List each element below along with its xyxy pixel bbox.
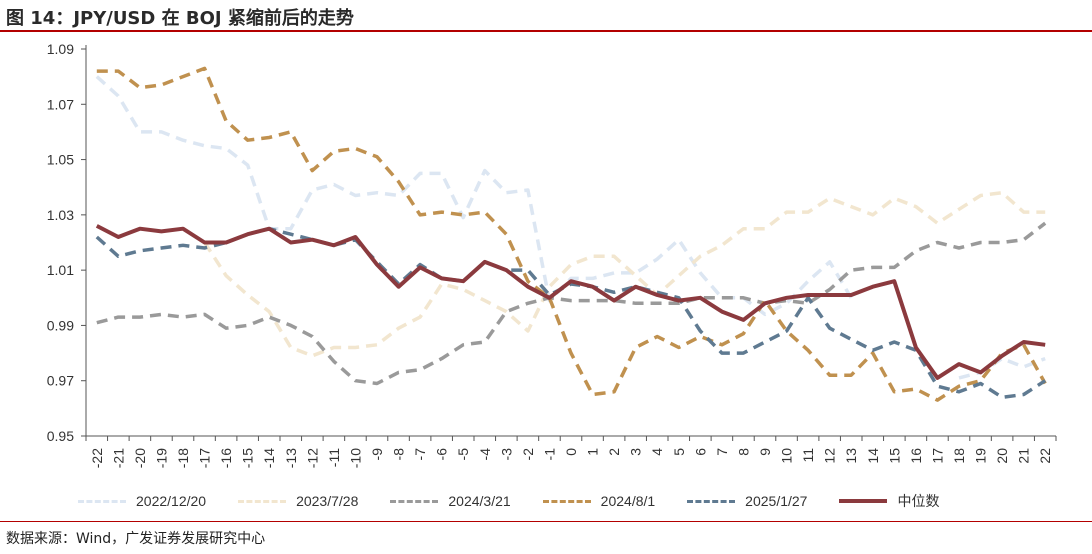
- x-tick-label: 3: [628, 448, 644, 456]
- series-line-3: [96, 66, 1047, 402]
- legend-item-1: 2023/7/28: [238, 493, 358, 509]
- y-tick-label: 1.07: [47, 96, 74, 112]
- legend-swatch: [542, 499, 591, 503]
- x-tick-label: -21: [110, 448, 126, 468]
- y-tick-label: 1.01: [47, 262, 74, 278]
- x-tick-label: -3: [498, 448, 514, 461]
- chart-legend: 2022/12/20 2023/7/28 2024/3/21 2024/8/1 2025…: [78, 490, 971, 512]
- x-tick-label: 5: [671, 448, 687, 456]
- legend-swatch: [238, 499, 287, 503]
- y-tick-label: 0.95: [47, 428, 74, 444]
- series-line-5: [95, 224, 1046, 380]
- legend-swatch: [687, 499, 736, 503]
- x-tick-label: -14: [261, 448, 277, 468]
- x-tick-label: -18: [175, 448, 191, 468]
- y-tick-label: 1.09: [47, 41, 74, 57]
- x-tick-label: 22: [1037, 448, 1053, 464]
- x-tick-label: 20: [994, 448, 1010, 464]
- x-tick-label: 16: [908, 448, 924, 464]
- legend-label: 2024/3/21: [448, 493, 511, 509]
- legend-swatch: [390, 499, 439, 503]
- legend-label: 2025/1/27: [745, 493, 808, 509]
- x-tick-label: 18: [951, 448, 967, 464]
- x-tick-label: -11: [326, 448, 342, 467]
- legend-label: 2023/7/28: [296, 493, 359, 509]
- x-tick-label: -15: [240, 448, 256, 468]
- y-tick-label: 0.99: [47, 317, 74, 333]
- y-tick-label: 0.97: [47, 373, 74, 389]
- x-tick-label: 7: [714, 448, 730, 456]
- x-tick-label: 8: [735, 448, 751, 456]
- series-line-0: [958, 356, 1046, 380]
- source-note: 数据来源：Wind，广发证券发展研究中心: [6, 531, 266, 547]
- x-tick-label: 19: [973, 448, 989, 464]
- x-tick-label: 10: [779, 448, 795, 464]
- x-tick-label: -16: [218, 448, 234, 468]
- x-tick-label: 9: [757, 448, 773, 456]
- x-tick-label: 4: [649, 448, 665, 456]
- x-tick-label: 2: [606, 448, 622, 456]
- x-tick-label: -2: [520, 448, 536, 461]
- legend-swatch: [78, 499, 126, 503]
- x-tick-label: 13: [843, 448, 859, 464]
- figure-title: 图 14：JPY/USD 在 BOJ 紧缩前后的走势: [6, 8, 354, 29]
- x-tick-label: 21: [1016, 448, 1032, 464]
- title-divider: [0, 30, 1092, 32]
- x-tick-label: -8: [391, 448, 407, 461]
- chart-axes: 0.950.970.991.011.031.051.071.09-22 -21 -2…: [47, 41, 1057, 468]
- x-tick-label: -19: [153, 448, 169, 468]
- x-tick-label: 14: [865, 448, 881, 464]
- x-tick-label: -22: [89, 448, 105, 468]
- x-tick-label: 15: [886, 448, 902, 464]
- x-tick-label: -10: [347, 448, 363, 468]
- series-line-2: [96, 221, 1047, 386]
- series-line-1: [203, 190, 1046, 358]
- x-tick-label: -7: [412, 448, 428, 461]
- source-divider: [0, 521, 1092, 522]
- x-tick-label: -20: [132, 448, 148, 468]
- x-tick-label: 17: [929, 448, 945, 464]
- x-tick-label: -12: [304, 448, 320, 468]
- legend-item-4: 2025/1/27: [687, 493, 807, 509]
- x-tick-label: -1: [541, 448, 557, 461]
- x-tick-label: 11: [800, 448, 816, 463]
- series-line-0: [95, 75, 853, 317]
- x-tick-label: -5: [455, 448, 471, 461]
- x-tick-label: 1: [585, 448, 601, 456]
- x-tick-label: -6: [434, 448, 450, 461]
- legend-label: 2024/8/1: [600, 493, 656, 509]
- x-tick-label: 12: [822, 448, 838, 464]
- legend-item-2: 2024/3/21: [390, 493, 511, 509]
- y-tick-label: 1.05: [47, 152, 74, 168]
- x-tick-label: -17: [197, 448, 213, 468]
- legend-item-3: 2024/8/1: [542, 493, 656, 509]
- legend-swatch: [839, 499, 888, 503]
- x-tick-label: -4: [477, 448, 493, 461]
- x-tick-label: -9: [369, 448, 385, 461]
- y-tick-label: 1.03: [47, 207, 74, 223]
- legend-label: 2022/12/20: [136, 493, 207, 509]
- chart-series: [95, 66, 1047, 402]
- legend-label: 中位数: [897, 493, 940, 509]
- legend-item-5: 中位数: [839, 491, 939, 511]
- x-tick-label: 6: [692, 448, 708, 456]
- x-tick-label: 0: [563, 448, 579, 456]
- legend-item-0: 2022/12/20: [78, 493, 206, 509]
- x-tick-label: -13: [283, 448, 299, 468]
